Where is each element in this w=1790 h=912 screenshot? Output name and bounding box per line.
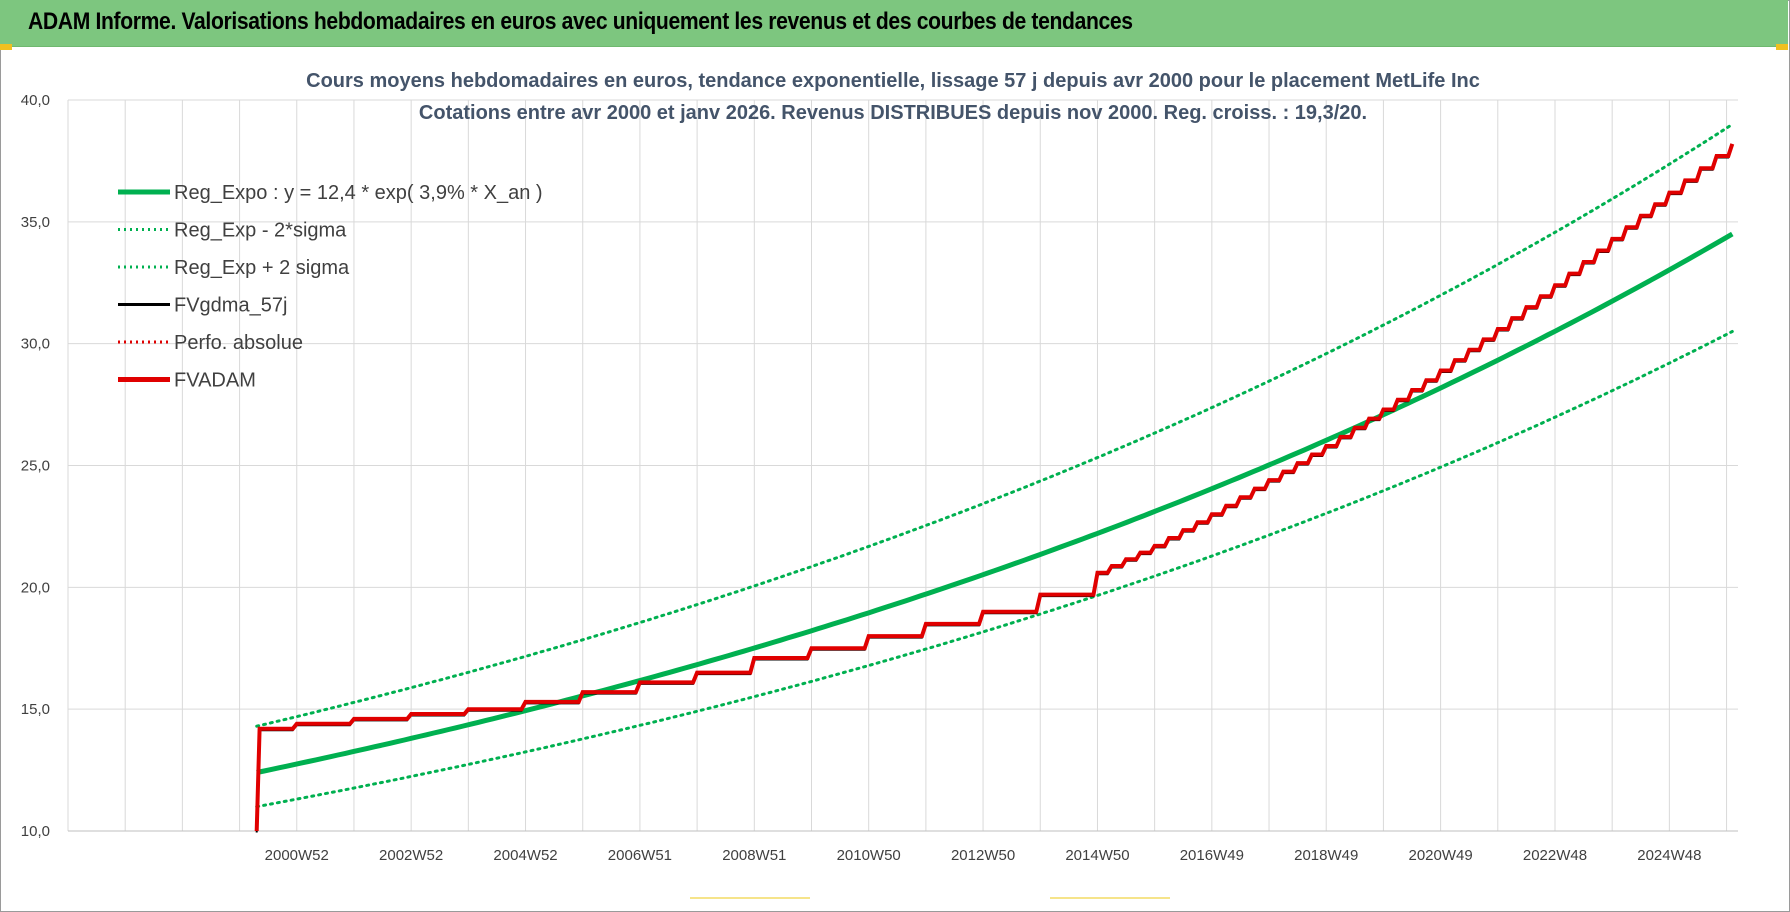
legend: Reg_Expo : y = 12,4 * exp( 3,9% * X_an )… xyxy=(118,182,543,392)
chart: 10,0 15,0 20,0 25,0 30,0 35,0 40,0 2000W52 2002W… xyxy=(21,70,1738,899)
legend-label: Reg_Exp - 2*sigma xyxy=(174,220,347,242)
legend-label: FVADAM xyxy=(174,370,256,392)
y-tick-label: 20,0 xyxy=(21,579,50,596)
y-tick-label: 40,0 xyxy=(21,92,50,109)
x-tick-label: 2002W52 xyxy=(379,847,443,864)
legend-label: FVgdma_57j xyxy=(174,295,287,317)
corner-marker-left xyxy=(0,44,12,50)
x-tick-label: 2004W52 xyxy=(493,847,557,864)
report-title: ADAM Informe. Valorisations hebdomadaire… xyxy=(28,8,1133,35)
corner-marker-right xyxy=(1776,44,1788,50)
x-tick-label: 2018W49 xyxy=(1294,847,1358,864)
scroll-marker xyxy=(690,897,810,899)
x-tick-label: 2022W48 xyxy=(1523,847,1587,864)
chart-subtitle: Cotations entre avr 2000 et janv 2026. R… xyxy=(419,102,1367,124)
x-tick-label: 2012W50 xyxy=(951,847,1015,864)
scroll-marker xyxy=(1050,897,1170,899)
series-fvgdma-57j xyxy=(255,145,1734,833)
y-tick-label: 35,0 xyxy=(21,214,50,231)
x-tick-label: 2014W50 xyxy=(1065,847,1129,864)
chart-title: Cours moyens hebdomadaires en euros, ten… xyxy=(306,70,1480,92)
x-tick-label: 2006W51 xyxy=(608,847,672,864)
report-banner: ADAM Informe. Valorisations hebdomadaire… xyxy=(0,0,1788,47)
y-tick-label: 30,0 xyxy=(21,336,50,353)
legend-label: Reg_Expo : y = 12,4 * exp( 3,9% * X_an ) xyxy=(174,182,543,204)
series-fvadam xyxy=(254,143,1735,832)
legend-label: Reg_Exp + 2 sigma xyxy=(174,257,350,279)
series-reg-exp-plus-2sigma xyxy=(255,122,1734,728)
series-reg-expo xyxy=(256,231,1734,775)
x-tick-label: 2016W49 xyxy=(1180,847,1244,864)
x-tick-label: 2000W52 xyxy=(265,847,329,864)
x-tick-label: 2008W51 xyxy=(722,847,786,864)
x-tick-label: 2024W48 xyxy=(1637,847,1701,864)
y-tick-label: 25,0 xyxy=(21,458,50,475)
series-reg-exp-minus-2sigma xyxy=(255,330,1734,809)
x-tick-label: 2020W49 xyxy=(1408,847,1472,864)
series-layer xyxy=(254,122,1735,833)
x-tick-label: 2010W50 xyxy=(837,847,901,864)
y-tick-label: 10,0 xyxy=(21,823,50,840)
grid xyxy=(67,99,1738,832)
legend-label: Perfo. absolue xyxy=(174,332,303,354)
axes: 10,0 15,0 20,0 25,0 30,0 35,0 40,0 2000W52 2002W… xyxy=(21,92,1738,864)
y-tick-label: 15,0 xyxy=(21,701,50,718)
